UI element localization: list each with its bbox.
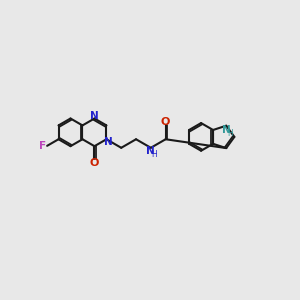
Text: N: N (222, 124, 231, 134)
Text: F: F (39, 140, 46, 151)
Text: N: N (104, 136, 113, 147)
Text: O: O (89, 158, 99, 168)
Text: N: N (146, 146, 155, 156)
Text: N: N (90, 110, 99, 121)
Text: H: H (152, 150, 157, 159)
Text: H: H (227, 129, 233, 138)
Text: O: O (160, 118, 170, 128)
